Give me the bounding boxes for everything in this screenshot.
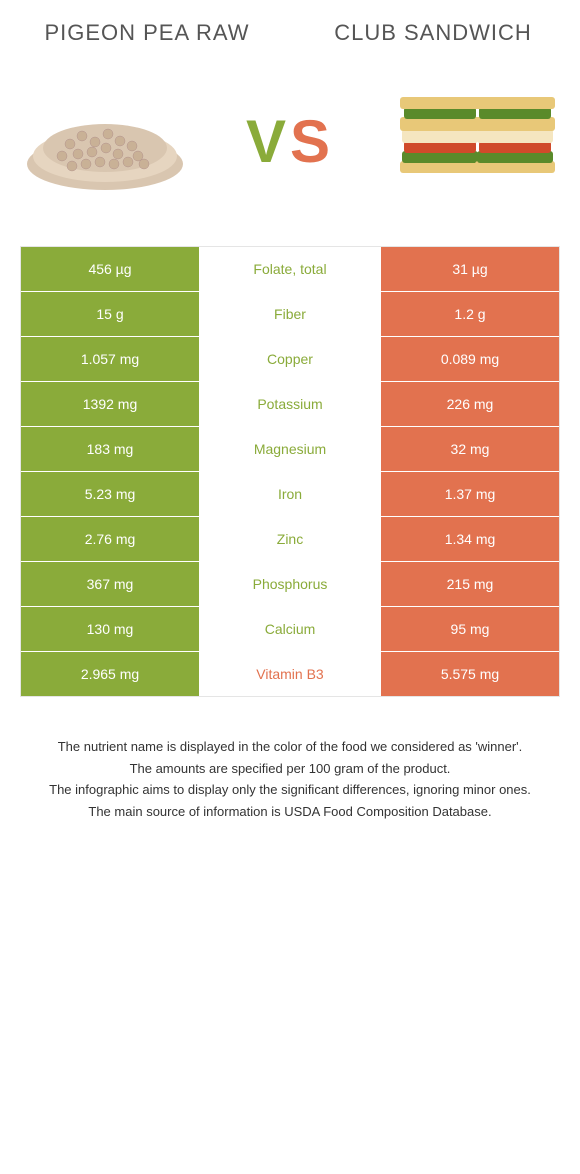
left-value: 130 mg	[21, 607, 201, 651]
table-row: 130 mgCalcium95 mg	[21, 607, 559, 652]
right-value: 32 mg	[381, 427, 559, 471]
right-value: 31 µg	[381, 247, 559, 291]
vs-s: S	[290, 108, 334, 175]
left-value: 367 mg	[21, 562, 201, 606]
nutrient-label: Vitamin B3	[201, 652, 381, 696]
right-value: 215 mg	[381, 562, 559, 606]
food-right-image	[390, 86, 560, 196]
right-value: 0.089 mg	[381, 337, 559, 381]
table-row: 456 µgFolate, total31 µg	[21, 247, 559, 292]
table-row: 367 mgPhosphorus215 mg	[21, 562, 559, 607]
table-row: 2.965 mgVitamin B35.575 mg	[21, 652, 559, 696]
right-value: 226 mg	[381, 382, 559, 426]
vs-v: V	[246, 108, 290, 175]
nutrient-label: Zinc	[201, 517, 381, 561]
club-sandwich-icon	[390, 86, 560, 196]
nutrient-label: Potassium	[201, 382, 381, 426]
left-value: 183 mg	[21, 427, 201, 471]
footer-line-1: The nutrient name is displayed in the co…	[30, 737, 550, 757]
food-left-title: Pigeon pea raw	[30, 20, 264, 46]
right-value: 95 mg	[381, 607, 559, 651]
left-value: 5.23 mg	[21, 472, 201, 516]
footer-line-4: The main source of information is USDA F…	[30, 802, 550, 822]
right-value: 5.575 mg	[381, 652, 559, 696]
food-left-image	[20, 86, 190, 196]
left-value: 1.057 mg	[21, 337, 201, 381]
nutrient-label: Magnesium	[201, 427, 381, 471]
table-row: 1392 mgPotassium226 mg	[21, 382, 559, 427]
nutrient-label: Folate, total	[201, 247, 381, 291]
table-row: 5.23 mgIron1.37 mg	[21, 472, 559, 517]
right-value: 1.2 g	[381, 292, 559, 336]
nutrient-label: Copper	[201, 337, 381, 381]
food-right-title: Club sandwich	[316, 20, 550, 46]
left-value: 2.76 mg	[21, 517, 201, 561]
left-value: 15 g	[21, 292, 201, 336]
left-value: 2.965 mg	[21, 652, 201, 696]
vs-label: VS	[246, 107, 334, 176]
nutrient-label: Calcium	[201, 607, 381, 651]
pigeon-pea-icon	[20, 86, 190, 196]
header: Pigeon pea raw Club sandwich	[0, 0, 580, 56]
footer-line-3: The infographic aims to display only the…	[30, 780, 550, 800]
table-row: 183 mgMagnesium32 mg	[21, 427, 559, 472]
nutrient-label: Phosphorus	[201, 562, 381, 606]
nutrient-table: 456 µgFolate, total31 µg15 gFiber1.2 g1.…	[20, 246, 560, 697]
footer: The nutrient name is displayed in the co…	[0, 727, 580, 863]
left-value: 456 µg	[21, 247, 201, 291]
footer-line-2: The amounts are specified per 100 gram o…	[30, 759, 550, 779]
left-value: 1392 mg	[21, 382, 201, 426]
right-value: 1.34 mg	[381, 517, 559, 561]
table-row: 2.76 mgZinc1.34 mg	[21, 517, 559, 562]
vs-row: VS	[0, 56, 580, 246]
nutrient-label: Iron	[201, 472, 381, 516]
right-value: 1.37 mg	[381, 472, 559, 516]
table-row: 1.057 mgCopper0.089 mg	[21, 337, 559, 382]
nutrient-label: Fiber	[201, 292, 381, 336]
table-row: 15 gFiber1.2 g	[21, 292, 559, 337]
